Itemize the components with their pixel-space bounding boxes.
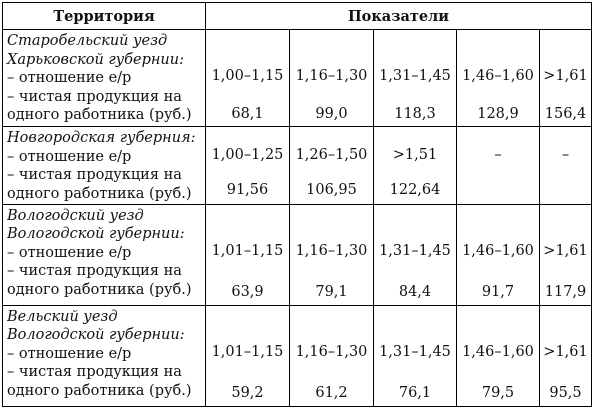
product-value: 79,1: [315, 284, 348, 301]
ratio-label: – отношение е/р: [7, 244, 132, 261]
product-label: – чистая продукция на: [7, 88, 182, 105]
value-cell: 1,31–1,45 118,3: [373, 28, 457, 128]
table-row: Новгородская губерния: – отношение е/р – ч…: [2, 126, 593, 205]
header-territory: Территория: [2, 2, 206, 30]
product-value: 128,9: [477, 105, 519, 122]
ratio-value: >1,61: [543, 343, 588, 360]
product-value: 99,0: [315, 105, 348, 122]
product-label: – чистая продукция на: [7, 167, 182, 184]
territory-name: Харьковской губернии:: [7, 51, 184, 68]
header-indicators: Показатели: [204, 2, 593, 30]
ratio-value: 1,00–1,25: [211, 146, 284, 163]
value-cell: 1,01–1,15 59,2: [205, 304, 290, 408]
product-value: 59,2: [231, 385, 264, 402]
ratio-value: 1,46–1,60: [462, 343, 534, 360]
product-label: – чистая продукция на: [7, 364, 182, 381]
ratio-value: –: [561, 146, 570, 163]
product-label: одного работника (руб.): [7, 382, 192, 399]
territory-name: Вологодский уезд: [7, 207, 144, 224]
value-cell: >1,61 117,9: [538, 203, 593, 306]
value-cell: 1,31–1,45 76,1: [373, 304, 457, 408]
product-value: 91,7: [481, 284, 515, 301]
territory-name: Вологодской губернии:: [7, 327, 185, 344]
product-value: 84,4: [398, 284, 432, 301]
ratio-label: – отношение е/р: [7, 148, 132, 165]
ratio-value: 1,16–1,30: [295, 242, 368, 259]
product-value: 79,5: [481, 385, 515, 402]
table-row: Вельский уезд Вологодской губернии: – отно…: [2, 304, 593, 408]
ratio-label: – отношение е/р: [7, 70, 132, 86]
product-value: 61,2: [315, 385, 348, 402]
value-cell: –: [456, 126, 540, 205]
ratio-value: 1,46–1,60: [462, 242, 534, 259]
territory-cell: Старобельский уезд Харьковской губернии: –…: [2, 28, 206, 128]
product-label: одного работника (руб.): [7, 281, 192, 298]
product-value: 91,56: [226, 181, 269, 198]
ratio-value: 1,01–1,15: [211, 343, 284, 360]
ratio-value: 1,46–1,60: [462, 68, 534, 84]
value-cell: 1,16–1,30 61,2: [289, 304, 374, 408]
territory-name: Новгородская губерния:: [7, 130, 196, 147]
ratio-value: 1,31–1,45: [379, 242, 451, 259]
ratio-value: 1,31–1,45: [379, 343, 451, 360]
value-cell: >1,61 95,5: [538, 304, 593, 408]
product-value: 117,9: [544, 284, 587, 301]
territory-cell: Вельский уезд Вологодской губернии: – отно…: [2, 304, 206, 408]
value-cell: 1,01–1,15 63,9: [205, 203, 290, 306]
value-cell: 1,00–1,25 91,56: [205, 126, 290, 205]
ratio-value: >1,61: [543, 68, 588, 84]
value-cell: 1,46–1,60 79,5: [456, 304, 540, 408]
territory-cell: Новгородская губерния: – отношение е/р – ч…: [2, 126, 206, 205]
ratio-value: 1,31–1,45: [379, 68, 451, 84]
table-row: Вологодский уезд Вологодской губернии: – о…: [2, 203, 593, 306]
ratio-value: 1,01–1,15: [211, 242, 284, 259]
value-cell: 1,16–1,30 79,1: [289, 203, 374, 306]
product-value: 156,4: [544, 105, 587, 122]
ratio-value: 1,26–1,50: [295, 146, 368, 163]
ratio-value: >1,61: [543, 242, 588, 259]
ratio-value: 1,16–1,30: [295, 343, 368, 360]
value-cell: 1,16–1,30 99,0: [289, 28, 374, 128]
ratio-value: 1,16–1,30: [295, 68, 368, 84]
value-cell: 1,46–1,60 91,7: [456, 203, 540, 306]
product-value: 63,9: [231, 284, 264, 301]
product-value: 118,3: [394, 105, 436, 122]
value-cell: >1,61 156,4: [538, 28, 593, 128]
value-cell: 1,46–1,60 128,9: [456, 28, 540, 128]
product-value: 122,64: [389, 181, 441, 198]
product-value: 95,5: [549, 385, 582, 402]
ratio-label: – отношение е/р: [7, 345, 132, 362]
territory-name: Вологодской губернии:: [7, 226, 185, 243]
product-value: 76,1: [398, 385, 432, 402]
header-row: Территория Показатели: [2, 2, 593, 30]
value-cell: 1,31–1,45 84,4: [373, 203, 457, 306]
ratio-value: >1,51: [392, 146, 438, 163]
territory-name: Старобельский уезд: [7, 33, 168, 49]
value-cell: 1,00–1,15 68,1: [205, 28, 290, 128]
product-value: 106,95: [306, 181, 357, 198]
product-label: – чистая продукция на: [7, 263, 182, 280]
product-label: одного работника (руб.): [7, 185, 192, 202]
table-row: Старобельский уезд Харьковской губернии: –…: [2, 28, 593, 128]
value-cell: 1,26–1,50 106,95: [289, 126, 374, 205]
territory-cell: Вологодский уезд Вологодской губернии: – о…: [2, 203, 206, 306]
ratio-value: 1,00–1,15: [211, 68, 284, 84]
ratio-value: –: [494, 146, 502, 163]
value-cell: –: [538, 126, 593, 205]
territory-name: Вельский уезд: [7, 308, 118, 325]
product-value: 68,1: [231, 105, 264, 122]
product-label: одного работника (руб.): [7, 107, 192, 123]
value-cell: >1,51 122,64: [373, 126, 457, 205]
